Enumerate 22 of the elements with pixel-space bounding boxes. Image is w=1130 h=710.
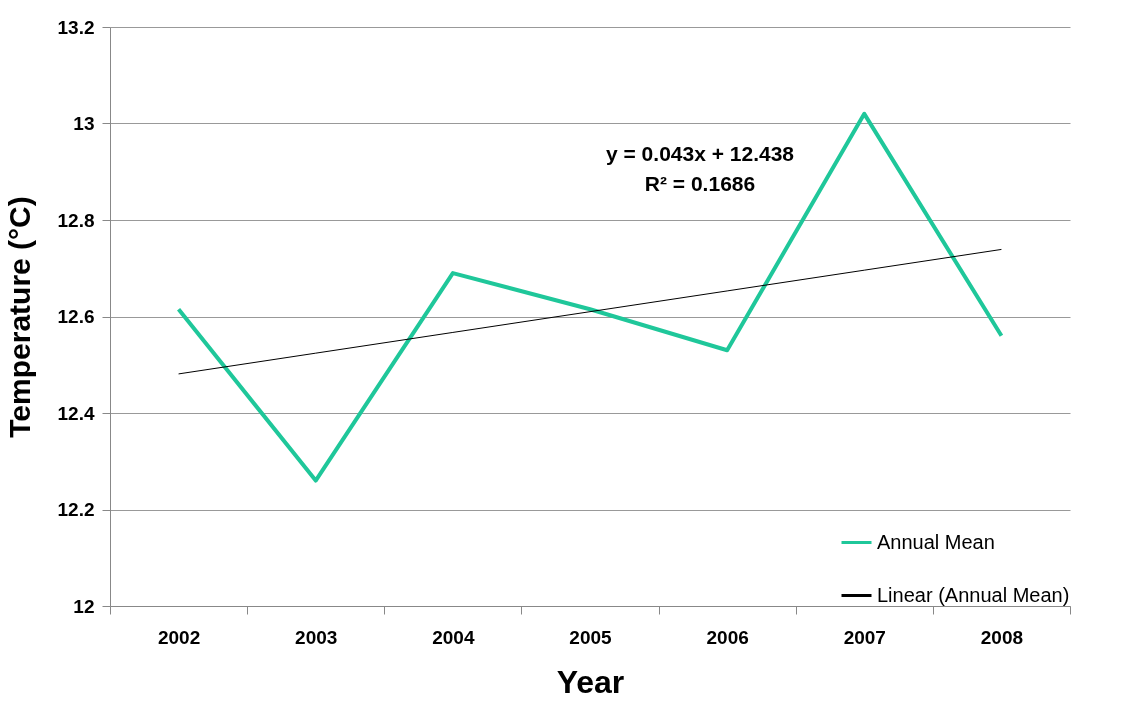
x-tick-label: 2003 [295, 626, 338, 648]
annotation: y = 0.043x + 12.438 [605, 142, 795, 165]
legend-label: Annual Mean [877, 530, 995, 553]
y-tick-label: 12.8 [57, 209, 95, 231]
x-tick-label: 2002 [157, 626, 201, 648]
x-tick-label: 2007 [843, 626, 886, 648]
annotation: R² = 0.1686 [644, 172, 756, 195]
y-axis-title: Temperature (°C) [2, 196, 36, 438]
y-tick-label: 12.2 [57, 499, 95, 520]
x-tick-label: 2005 [569, 626, 613, 648]
x-tick-label: 2006 [706, 626, 749, 648]
y-tick-label: 13.2 [57, 16, 95, 38]
line-series [178, 248, 1002, 375]
x-tick-label: 2004 [432, 626, 475, 648]
x-axis-title: Year [556, 663, 625, 700]
y-tick-label: 12.4 [57, 402, 95, 424]
x-tick-label: 2008 [980, 626, 1024, 648]
y-tick-label: 12 [73, 595, 95, 617]
y-tick-label: 12.6 [57, 306, 95, 327]
y-tick-label: 13 [73, 113, 95, 134]
line-series [176, 111, 1004, 483]
legend-label: Linear (Annual Mean) [877, 583, 1070, 606]
